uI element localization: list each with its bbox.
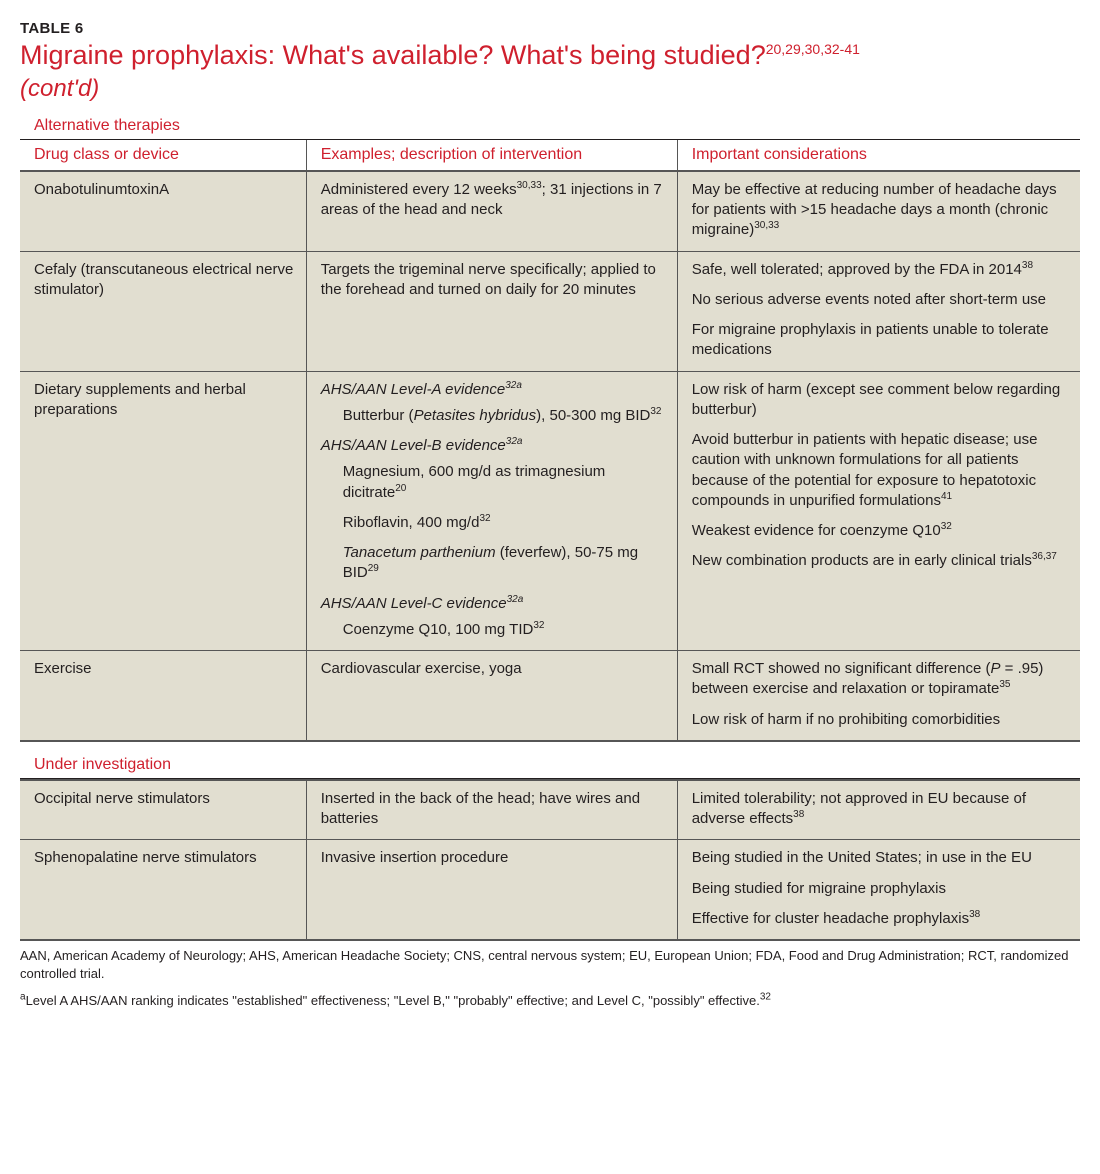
text: Magnesium, 600 mg/d as trimagnesium dici… [343,463,606,500]
cell-drug: Exercise [20,651,306,741]
text: Being studied in the United States; in u… [692,848,1068,868]
ref: 36,37 [1032,551,1057,562]
ref: 32 [479,513,490,524]
ref: 35 [999,679,1010,690]
cell-examples: Targets the trigeminal nerve specificall… [306,251,677,371]
ref: 32 [941,521,952,532]
ref: 38 [1022,260,1033,271]
footnotes: AAN, American Academy of Neurology; AHS,… [20,941,1080,1010]
title-text: Migraine prophylaxis: What's available? … [20,40,766,70]
text: Effective for cluster headache prophylax… [692,910,969,927]
cell-considerations: Being studied in the United States; in u… [677,840,1080,940]
ref: 30,33 [754,220,779,231]
cell-considerations: Low risk of harm (except see comment bel… [677,371,1080,651]
title-refs: 20,29,30,32-41 [766,41,860,57]
cell-examples: Invasive insertion procedure [306,840,677,940]
table-row: Occipital nerve stimulators Inserted in … [20,780,1080,840]
ref: 32 [650,406,661,417]
cell-drug: Dietary supplements and herbal preparati… [20,371,306,651]
evidence-level: AHS/AAN Level-C evidence [321,595,507,612]
cell-drug: Cefaly (transcutaneous electrical nerve … [20,251,306,371]
cell-drug: Occipital nerve stimulators [20,780,306,840]
table-row: Dietary supplements and herbal preparati… [20,371,1080,651]
ref: 32 [533,620,544,631]
cell-examples: Inserted in the back of the head; have w… [306,780,677,840]
text: Avoid butterbur in patients with hepatic… [692,431,1038,509]
col-header-drug: Drug class or device [20,140,306,171]
text: Butterbur ( [343,407,414,424]
col-header-considerations: Important considerations [677,140,1080,171]
text: For migraine prophylaxis in patients una… [692,320,1068,361]
text: Administered every 12 weeks [321,181,517,198]
section-under-investigation: Under investigation [20,752,1080,779]
ref: 29 [368,563,379,574]
cell-drug: OnabotulinumtoxinA [20,171,306,251]
table-title: Migraine prophylaxis: What's available? … [20,39,1080,73]
ref: 32a [505,380,522,391]
section-alternative-therapies: Alternative therapies [20,113,1080,140]
ref: 30,33 [517,180,542,191]
text: Safe, well tolerated; approved by the FD… [692,261,1022,278]
text: Small RCT showed no significant differen… [692,660,991,677]
cell-examples: AHS/AAN Level-A evidence32a Butterbur (P… [306,371,677,651]
evidence-level: AHS/AAN Level-A evidence [321,381,506,398]
cell-considerations: May be effective at reducing number of h… [677,171,1080,251]
ref: 41 [941,491,952,502]
cell-considerations: Limited tolerability; not approved in EU… [677,780,1080,840]
latin-name: Petasites hybridus [414,407,537,424]
prophylaxis-table-1: Drug class or device Examples; descripti… [20,140,1080,742]
ref: 32a [506,436,523,447]
footnote-a: aLevel A AHS/AAN ranking indicates "esta… [20,992,1080,1010]
table-row: Cefaly (transcutaneous electrical nerve … [20,251,1080,371]
text: Riboflavin, 400 mg/d [343,514,480,531]
text: New combination products are in early cl… [692,552,1032,569]
abbreviations: AAN, American Academy of Neurology; AHS,… [20,947,1080,982]
text: May be effective at reducing number of h… [692,181,1057,239]
ref: 32 [760,992,771,1003]
evidence-level: AHS/AAN Level-B evidence [321,437,506,454]
ref: 20 [395,483,406,494]
cell-drug: Sphenopalatine nerve stimulators [20,840,306,940]
ref: 32a [507,594,524,605]
text: Being studied for migraine prophylaxis [692,879,1068,899]
stat-symbol: P [990,660,1000,677]
prophylaxis-table-2: Occipital nerve stimulators Inserted in … [20,779,1080,941]
text: ), 50-300 mg BID [536,407,650,424]
text: Level A AHS/AAN ranking indicates "estab… [26,993,760,1008]
ref: 38 [793,809,804,820]
continued-label: (cont'd) [20,75,1080,103]
cell-considerations: Small RCT showed no significant differen… [677,651,1080,741]
text: Low risk of harm (except see comment bel… [692,380,1068,421]
latin-name: Tanacetum parthenium [343,544,496,561]
ref: 38 [969,909,980,920]
col-header-examples: Examples; description of intervention [306,140,677,171]
table-row: Exercise Cardiovascular exercise, yoga S… [20,651,1080,741]
text: Weakest evidence for coenzyme Q10 [692,522,941,539]
table-label: TABLE 6 [20,20,1080,37]
cell-considerations: Safe, well tolerated; approved by the FD… [677,251,1080,371]
table-row: Sphenopalatine nerve stimulators Invasiv… [20,840,1080,940]
text: Limited tolerability; not approved in EU… [692,790,1026,827]
text: Coenzyme Q10, 100 mg TID [343,621,534,638]
text: Low risk of harm if no prohibiting comor… [692,710,1068,730]
table-row: OnabotulinumtoxinA Administered every 12… [20,171,1080,251]
cell-examples: Cardiovascular exercise, yoga [306,651,677,741]
cell-examples: Administered every 12 weeks30,33; 31 inj… [306,171,677,251]
text: No serious adverse events noted after sh… [692,290,1068,310]
